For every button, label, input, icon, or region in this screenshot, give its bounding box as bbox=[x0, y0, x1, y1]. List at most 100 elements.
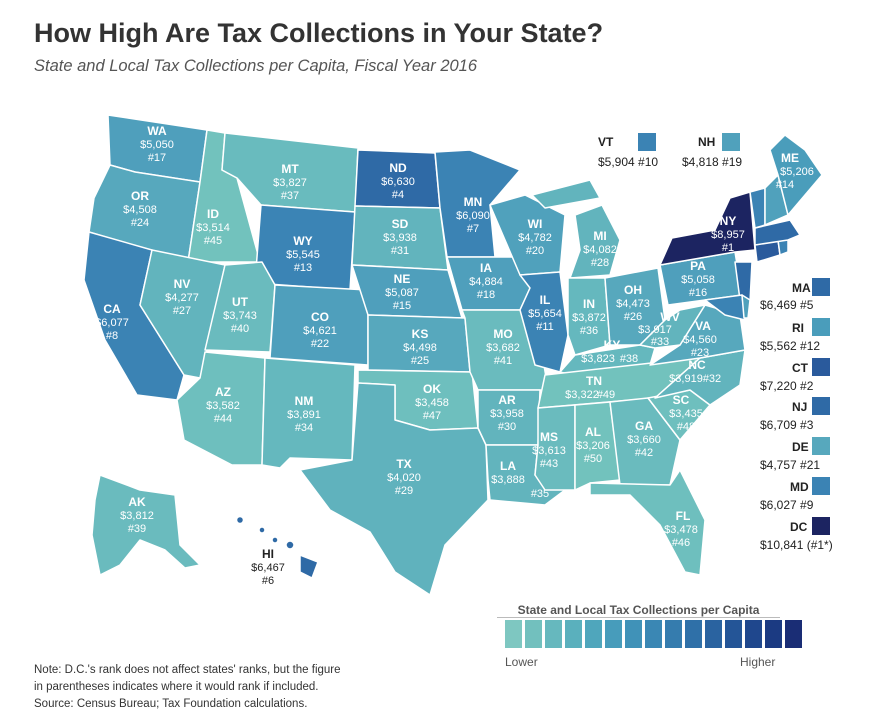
label-mo-rank: #41 bbox=[494, 355, 512, 367]
label-wy-abbr: WY bbox=[293, 234, 312, 248]
state-in[interactable] bbox=[567, 277, 611, 356]
state-labels: WA $5,050 #17 OR $4,508 #24 CA $6,077 #8 ID $3,… bbox=[95, 124, 814, 587]
callout-nh-abbr: NH bbox=[698, 135, 716, 149]
label-az-value: $3,582 bbox=[206, 400, 240, 412]
label-tx-abbr: TX bbox=[396, 457, 411, 471]
callout-de-swatch bbox=[812, 437, 830, 455]
label-id-rank: #45 bbox=[204, 235, 222, 247]
state-md[interactable] bbox=[704, 294, 746, 321]
svg-text:NM$3,891#34: NM $3,891 #34 bbox=[287, 394, 321, 434]
callout-dc-text: $10,841 (#1*) bbox=[760, 538, 833, 552]
label-or-value: $4,508 bbox=[123, 204, 157, 216]
svg-text:TN$3,322: TN $3,322 bbox=[565, 374, 602, 401]
label-wv-value: $3,917 bbox=[638, 324, 672, 336]
label-in-abbr: IN bbox=[583, 297, 595, 311]
svg-text:AR$3,958#30: AR $3,958 #30 bbox=[490, 393, 524, 433]
state-hi[interactable] bbox=[235, 515, 319, 579]
state-fl[interactable] bbox=[589, 469, 706, 576]
callout-vt-swatch bbox=[638, 133, 656, 151]
label-il-value: $5,654 bbox=[528, 308, 562, 320]
label-or-rank: #24 bbox=[131, 217, 149, 229]
callout-ct-abbr: CT bbox=[792, 361, 808, 375]
label-nm-rank: #34 bbox=[295, 422, 313, 434]
label-ny-value: $8,957 bbox=[711, 229, 745, 241]
state-tx[interactable] bbox=[299, 382, 489, 596]
state-ny[interactable] bbox=[659, 191, 756, 266]
label-ca-abbr: CA bbox=[103, 302, 121, 316]
label-mt-value: $3,827 bbox=[273, 177, 307, 189]
label-wy-rank: #13 bbox=[294, 262, 312, 274]
label-wa-value: $5,050 bbox=[140, 139, 174, 151]
label-nv-abbr: NV bbox=[174, 277, 191, 291]
callout-ma-abbr: MA bbox=[792, 281, 811, 295]
svg-text:HI$6,467#6: HI $6,467 #6 bbox=[251, 547, 285, 587]
label-ne-value: $5,087 bbox=[385, 287, 419, 299]
label-va-rank: #23 bbox=[691, 347, 709, 359]
label-tn-abbr: TN bbox=[586, 374, 602, 388]
callout-nh-text: $4,818 #19 bbox=[682, 155, 743, 169]
svg-text:CO$4,621#22: CO $4,621 #22 bbox=[303, 310, 337, 350]
svg-text:UT$3,743#40: UT $3,743 #40 bbox=[223, 295, 257, 335]
label-ky-rank: #38 bbox=[620, 353, 638, 365]
callout-ri-swatch bbox=[812, 318, 830, 336]
label-nd-abbr: ND bbox=[389, 161, 407, 175]
label-ms-rank: #43 bbox=[540, 458, 558, 470]
legend-divider bbox=[497, 617, 780, 618]
label-oh-abbr: OH bbox=[624, 283, 642, 297]
svg-text:MI$4,082#28: MI $4,082 #28 bbox=[583, 229, 617, 269]
state-ma[interactable] bbox=[754, 219, 801, 246]
label-ut-rank: #40 bbox=[231, 323, 249, 335]
svg-text:KS$4,498#25: KS $4,498 #25 bbox=[403, 327, 437, 367]
state-il[interactable] bbox=[519, 271, 569, 373]
callout-dc-abbr: DC bbox=[790, 520, 808, 534]
state-ak[interactable] bbox=[91, 474, 201, 576]
label-wy-value: $5,545 bbox=[286, 249, 320, 261]
label-oh-rank: #26 bbox=[624, 311, 642, 323]
callout-ri-abbr: RI bbox=[792, 321, 804, 335]
state-mn[interactable] bbox=[434, 149, 521, 258]
label-ne-abbr: NE bbox=[394, 272, 411, 286]
label-mi-abbr: MI bbox=[593, 229, 606, 243]
svg-text:CA$6,077#8: CA $6,077 #8 bbox=[95, 302, 129, 342]
svg-text:FL$3,478#46: FL $3,478 #46 bbox=[664, 509, 698, 549]
label-ny-abbr: NY bbox=[720, 214, 737, 228]
callout-nj-abbr: NJ bbox=[792, 400, 808, 414]
label-wv-rank: #33 bbox=[651, 336, 669, 348]
label-al-value: $3,206 bbox=[576, 440, 610, 452]
state-al[interactable] bbox=[574, 401, 621, 491]
state-me[interactable] bbox=[769, 134, 823, 216]
state-nm[interactable] bbox=[261, 357, 356, 469]
label-ks-value: $4,498 bbox=[403, 342, 437, 354]
svg-text:NC$3,919: NC $3,919 bbox=[669, 358, 706, 385]
label-ok-value: $3,458 bbox=[415, 397, 449, 409]
legend-swatch bbox=[585, 620, 602, 648]
state-ri[interactable] bbox=[777, 239, 789, 256]
label-tn-value: $3,322 bbox=[565, 389, 599, 401]
svg-text:MO$3,682#41: MO $3,682 #41 bbox=[486, 327, 520, 367]
legend-swatch bbox=[785, 620, 802, 648]
label-va-abbr: VA bbox=[695, 319, 711, 333]
svg-text:ME$5,206#14: ME $5,206 #14 bbox=[776, 151, 814, 191]
legend-swatch bbox=[625, 620, 642, 648]
svg-text:OR$4,508#24: OR $4,508 #24 bbox=[123, 189, 157, 229]
label-ne-rank: #15 bbox=[393, 300, 411, 312]
legend-swatch bbox=[545, 620, 562, 648]
callout-nh-swatch bbox=[722, 133, 740, 151]
state-mi[interactable] bbox=[531, 179, 621, 279]
label-mi-value: $4,082 bbox=[583, 244, 617, 256]
svg-text:SC$3,435#48: SC $3,435 #48 bbox=[669, 393, 703, 433]
state-de[interactable] bbox=[741, 294, 751, 319]
label-nd-rank: #4 bbox=[392, 189, 404, 201]
label-mo-value: $3,682 bbox=[486, 342, 520, 354]
label-nd-value: $6,630 bbox=[381, 176, 415, 188]
svg-text:AK$3,812#39: AK $3,812 #39 bbox=[120, 495, 154, 535]
state-ga[interactable] bbox=[609, 397, 681, 486]
label-ok-abbr: OK bbox=[423, 382, 441, 396]
callout-dc-swatch bbox=[812, 517, 830, 535]
legend-swatch bbox=[525, 620, 542, 648]
state-wv[interactable] bbox=[639, 304, 706, 349]
svg-text:MS$3,613#43: MS $3,613 #43 bbox=[532, 430, 566, 470]
label-mi-rank: #28 bbox=[591, 257, 609, 269]
label-mo-abbr: MO bbox=[493, 327, 512, 341]
